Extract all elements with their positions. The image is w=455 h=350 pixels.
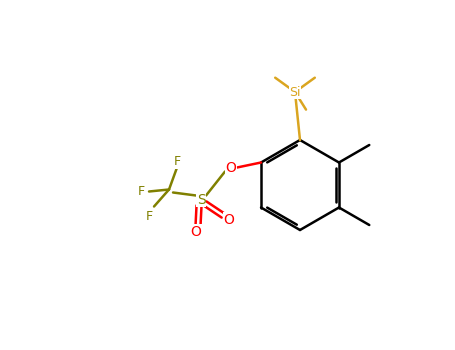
Text: Si: Si bbox=[289, 85, 301, 98]
Text: F: F bbox=[173, 155, 181, 168]
Text: F: F bbox=[137, 185, 145, 198]
Text: S: S bbox=[197, 193, 205, 206]
Text: O: O bbox=[223, 212, 234, 226]
Text: O: O bbox=[226, 161, 237, 175]
Text: F: F bbox=[146, 210, 152, 223]
Text: O: O bbox=[191, 224, 202, 238]
